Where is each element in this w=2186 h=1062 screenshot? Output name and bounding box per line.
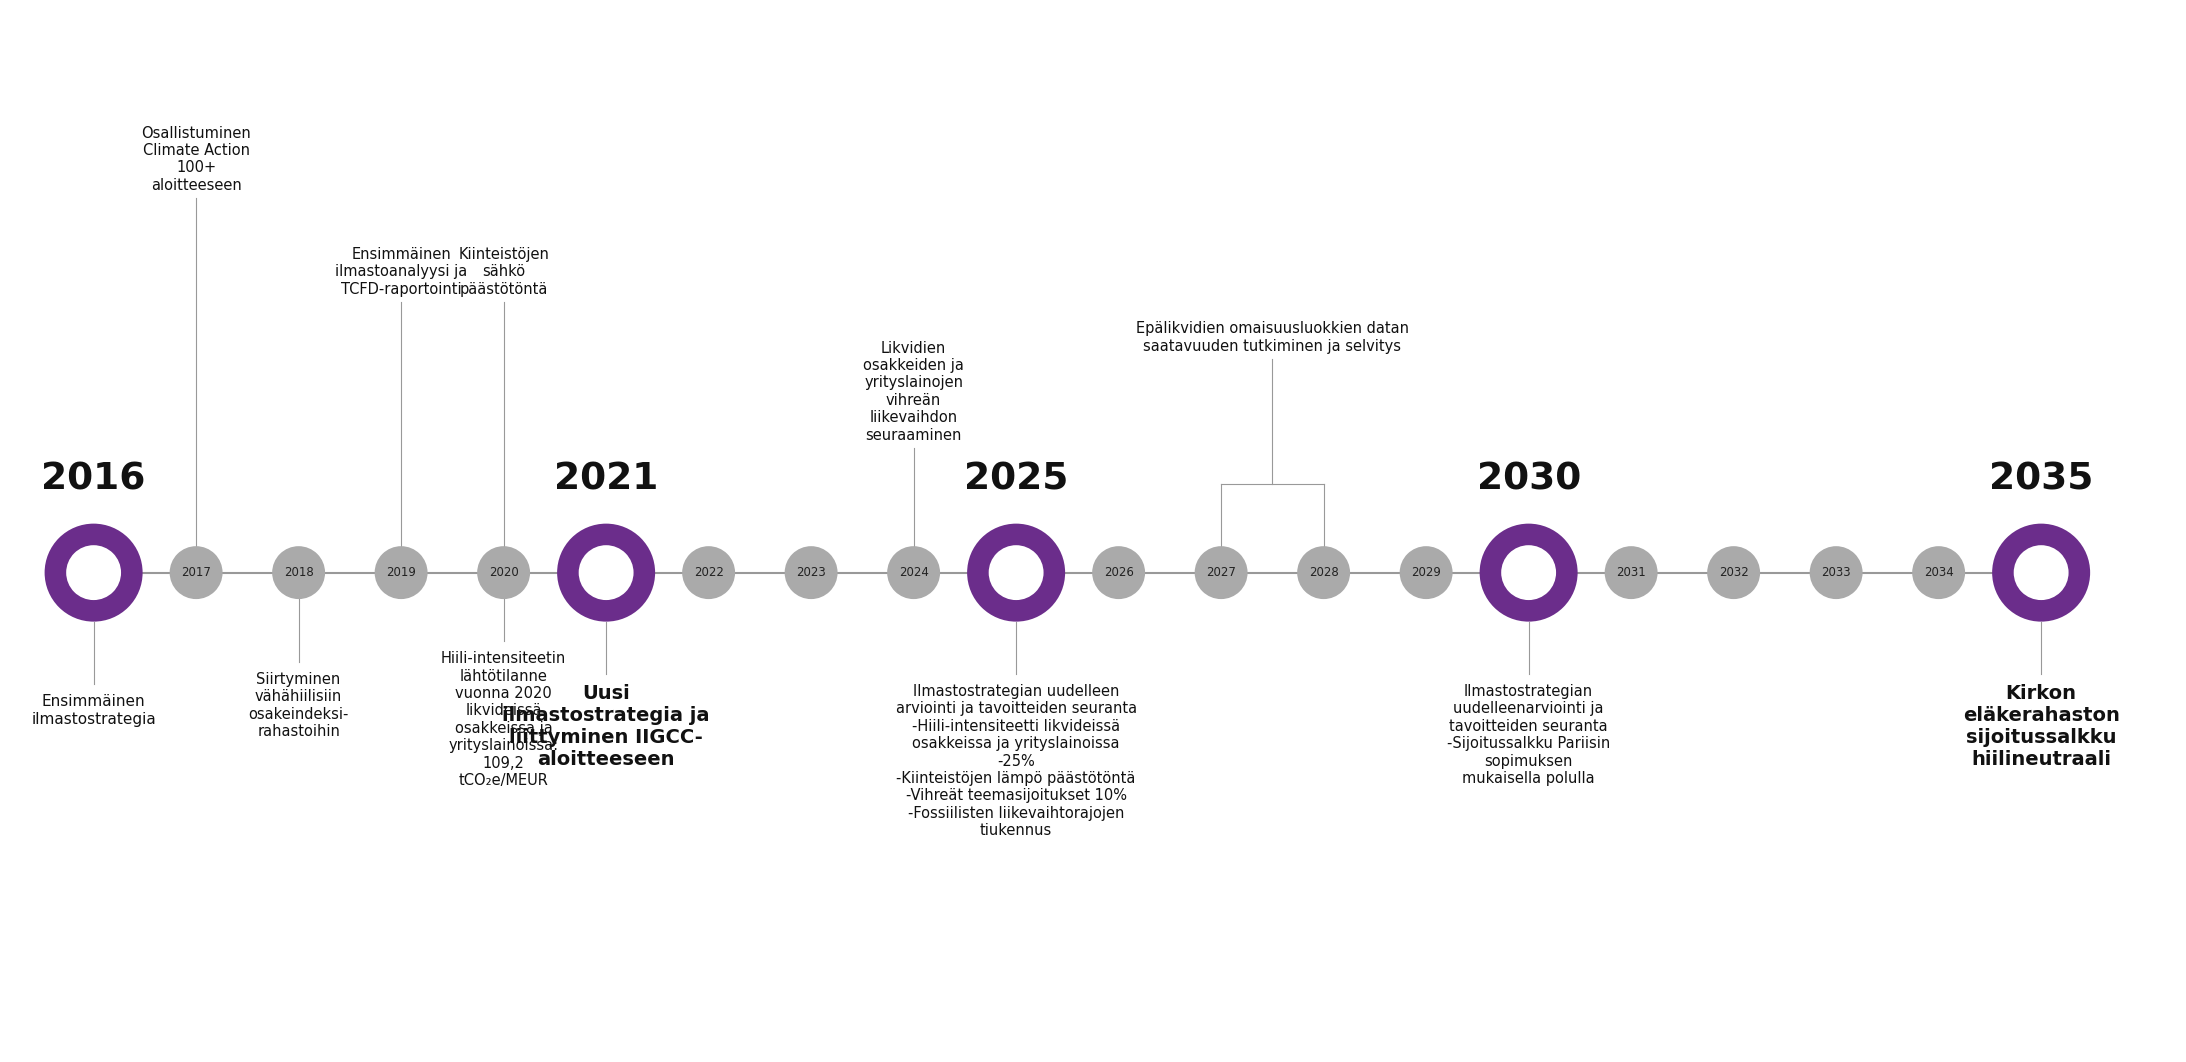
Ellipse shape — [1810, 546, 1862, 599]
Text: Siirtyminen
vähähiilisiin
osakeindeksi-
rahastoihin: Siirtyminen vähähiilisiin osakeindeksi- … — [249, 672, 350, 739]
Ellipse shape — [1480, 524, 1578, 621]
Text: 2022: 2022 — [693, 566, 724, 579]
Ellipse shape — [171, 546, 223, 599]
Text: 2019: 2019 — [387, 566, 415, 579]
Ellipse shape — [271, 546, 326, 599]
Ellipse shape — [557, 524, 656, 621]
Ellipse shape — [1502, 545, 1556, 600]
Text: Ilmastostrategian
uudelleenarviointi ja
tavoitteiden seuranta
-Sijoitussalkku Pa: Ilmastostrategian uudelleenarviointi ja … — [1447, 684, 1611, 786]
Ellipse shape — [2013, 545, 2068, 600]
Text: 2034: 2034 — [1924, 566, 1954, 579]
Text: 2030: 2030 — [1476, 462, 1580, 498]
Text: Ilmastostrategian uudelleen
arviointi ja tavoitteiden seuranta
-Hiili-intensitee: Ilmastostrategian uudelleen arviointi ja… — [896, 684, 1137, 838]
Text: 2021: 2021 — [553, 462, 658, 498]
Text: 2035: 2035 — [1989, 462, 2094, 498]
Ellipse shape — [1605, 546, 1657, 599]
Text: 2026: 2026 — [1104, 566, 1135, 579]
Text: Kirkon
eläkerahaston
sijoitussalkku
hiilineutraali: Kirkon eläkerahaston sijoitussalkku hiil… — [1963, 684, 2120, 769]
Ellipse shape — [579, 545, 634, 600]
Ellipse shape — [1296, 546, 1351, 599]
Text: Likvidien
osakkeiden ja
yrityslainojen
vihreän
liikevaihdon
seuraaminen: Likvidien osakkeiden ja yrityslainojen v… — [863, 341, 964, 443]
Text: 2023: 2023 — [796, 566, 826, 579]
Ellipse shape — [785, 546, 837, 599]
Text: 2016: 2016 — [42, 462, 146, 498]
Text: Ensimmäinen
ilmastoanalyysi ja
TCFD-raportointi: Ensimmäinen ilmastoanalyysi ja TCFD-rapo… — [334, 247, 468, 297]
Text: 2032: 2032 — [1718, 566, 1749, 579]
Ellipse shape — [66, 545, 120, 600]
Text: 2028: 2028 — [1309, 566, 1338, 579]
Ellipse shape — [1093, 546, 1145, 599]
Ellipse shape — [477, 546, 529, 599]
Text: Epälikvidien omaisuusluokkien datan
saatavuuden tutkiminen ja selvitys: Epälikvidien omaisuusluokkien datan saat… — [1137, 321, 1410, 354]
Text: 2029: 2029 — [1412, 566, 1441, 579]
Text: 2018: 2018 — [284, 566, 313, 579]
Text: 2033: 2033 — [1821, 566, 1852, 579]
Ellipse shape — [1991, 524, 2090, 621]
Text: Hiili-intensiteetin
lähtötilanne
vuonna 2020
likvideissä
osakkeissa ja
yrityslai: Hiili-intensiteetin lähtötilanne vuonna … — [442, 651, 566, 788]
Text: Osallistuminen
Climate Action
100+
aloitteeseen: Osallistuminen Climate Action 100+ aloit… — [142, 125, 251, 193]
Text: 2024: 2024 — [898, 566, 929, 579]
Text: Ensimmäinen
ilmastostrategia: Ensimmäinen ilmastostrategia — [31, 695, 155, 726]
Text: Kiinteistöjen
sähkö
päästötöntä: Kiinteistöjen sähkö päästötöntä — [459, 247, 549, 297]
Ellipse shape — [374, 546, 428, 599]
Ellipse shape — [966, 524, 1065, 621]
Text: 2020: 2020 — [490, 566, 518, 579]
Ellipse shape — [1913, 546, 1965, 599]
Ellipse shape — [888, 546, 940, 599]
Ellipse shape — [682, 546, 734, 599]
Ellipse shape — [1399, 546, 1452, 599]
Text: Uusi
ilmastostrategia ja
liittyminen IIGCC-
aloitteeseen: Uusi ilmastostrategia ja liittyminen IIG… — [503, 684, 710, 769]
Ellipse shape — [988, 545, 1043, 600]
Text: 2027: 2027 — [1207, 566, 1235, 579]
Text: 2025: 2025 — [964, 462, 1069, 498]
Ellipse shape — [44, 524, 142, 621]
Text: 2017: 2017 — [181, 566, 212, 579]
Text: 2031: 2031 — [1615, 566, 1646, 579]
Ellipse shape — [1196, 546, 1248, 599]
Ellipse shape — [1707, 546, 1760, 599]
